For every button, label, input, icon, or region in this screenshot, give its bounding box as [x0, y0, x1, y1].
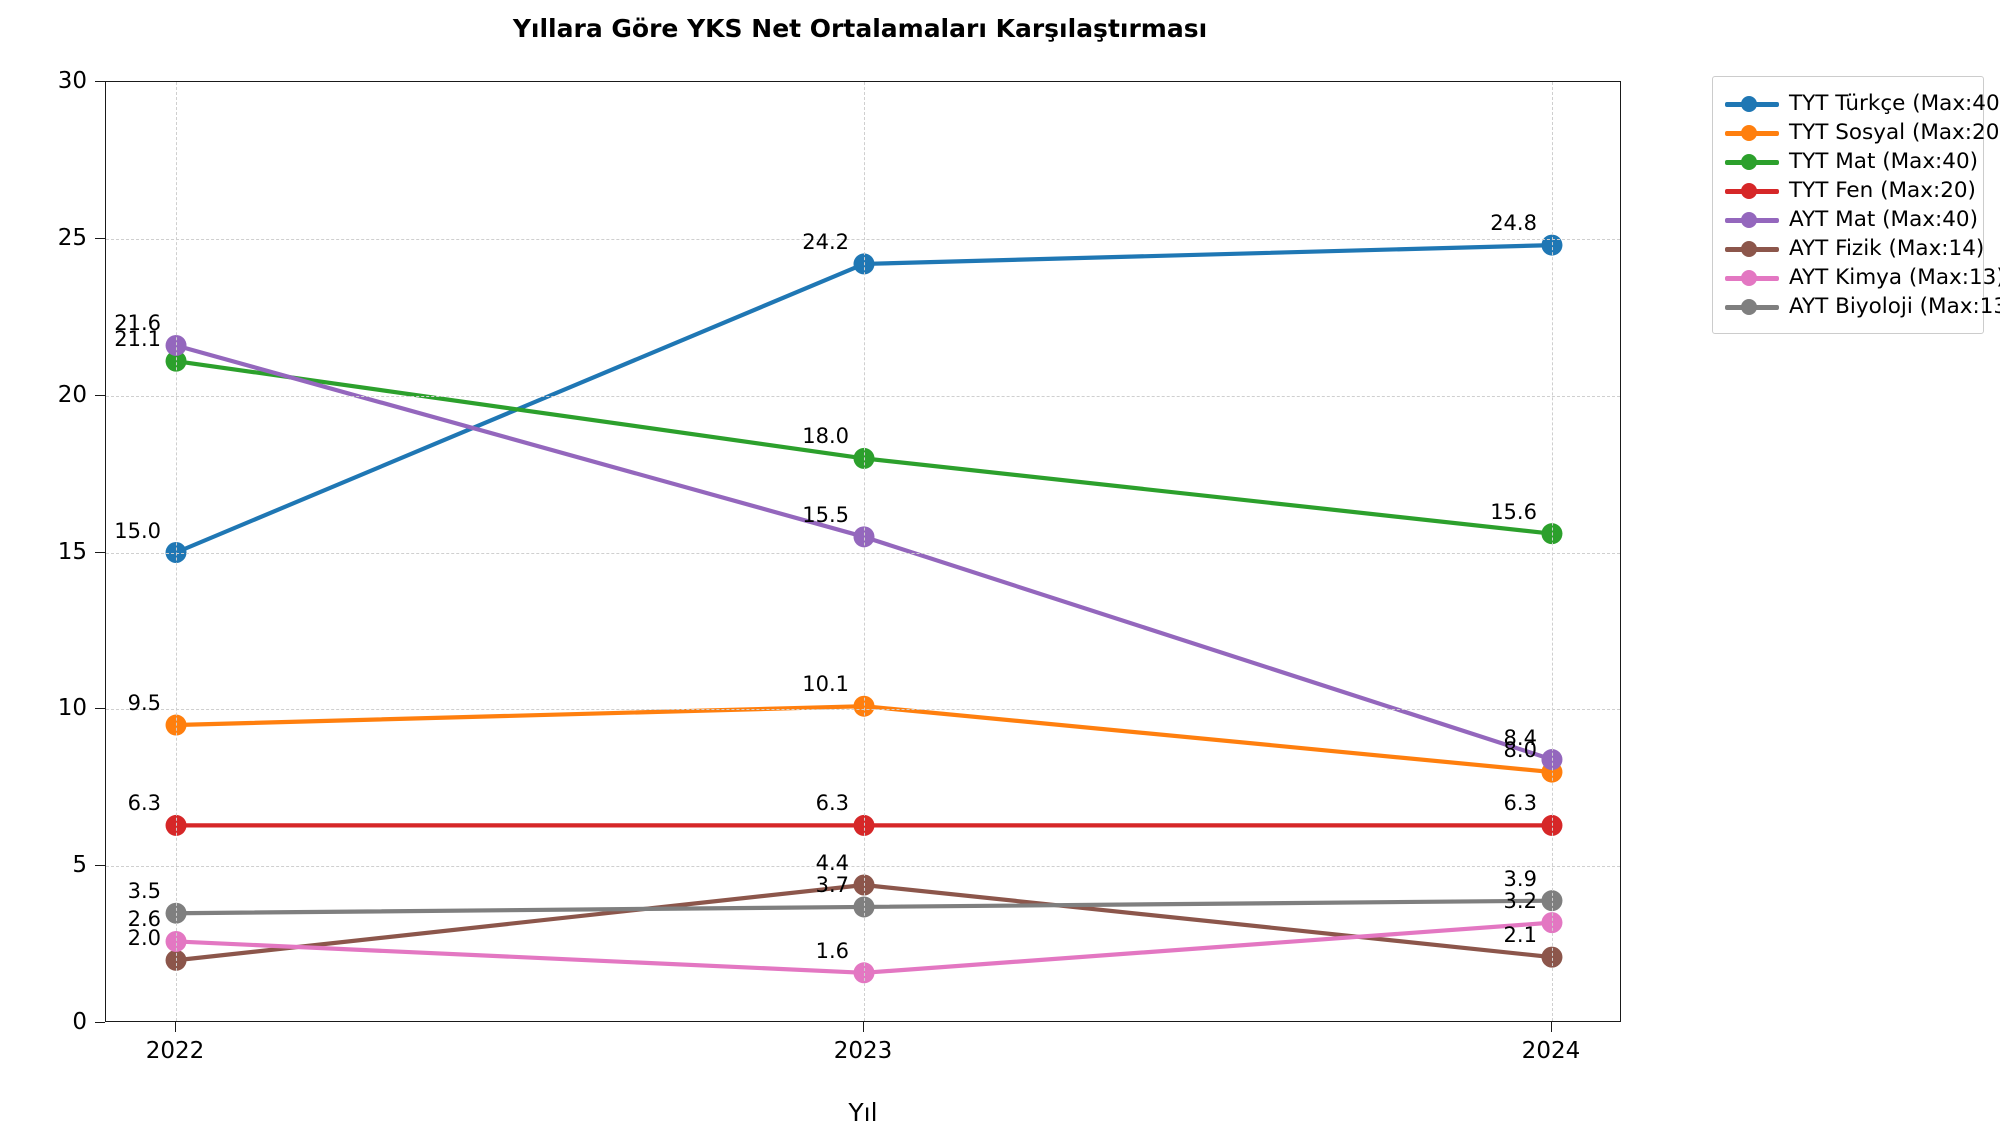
y-tick-mark — [95, 237, 105, 239]
y-tick-mark — [95, 1022, 105, 1023]
legend-swatch-icon — [1725, 267, 1779, 289]
legend-swatch-icon — [1725, 180, 1779, 202]
gridline-vertical — [176, 82, 178, 1021]
y-tick-mark — [95, 708, 105, 710]
legend-swatch-icon — [1725, 151, 1779, 173]
legend-item-label: TYT Mat (Max:40) — [1789, 149, 1979, 174]
data-point-label: 8.0 — [1503, 738, 1537, 763]
legend-item-0[interactable]: TYT Türkçe (Max:40) — [1725, 89, 2000, 118]
x-tick-label: 2024 — [1521, 1038, 1581, 1064]
data-point-label: 6.3 — [127, 791, 162, 816]
data-point-label: 6.3 — [815, 791, 849, 816]
x-tick-label: 2022 — [145, 1038, 205, 1064]
legend-item-label: TYT Sosyal (Max:20) — [1789, 120, 2000, 145]
y-tick-label: 5 — [72, 852, 87, 879]
data-point-label: 21.6 — [114, 311, 162, 336]
gridline-vertical — [864, 82, 865, 1021]
data-point-label: 1.6 — [815, 938, 849, 963]
x-axis-label: Yıl — [848, 1098, 878, 1127]
gridline-vertical — [1551, 82, 1553, 1021]
legend-item-5[interactable]: AYT Fizik (Max:14) — [1725, 234, 1984, 263]
legend-swatch-icon — [1725, 122, 1779, 144]
legend-item-6[interactable]: AYT Kimya (Max:13) — [1725, 263, 2000, 292]
legend-item-label: AYT Mat (Max:40) — [1789, 207, 1978, 232]
data-point-label: 24.2 — [802, 229, 849, 254]
y-axis-label: Ortalama Net — [0, 382, 1, 551]
data-point-label: 21.1 — [114, 327, 162, 352]
legend-item-3[interactable]: TYT Fen (Max:20) — [1725, 176, 1976, 205]
data-point-label: 10.1 — [802, 672, 849, 697]
data-point-label: 15.6 — [1490, 499, 1537, 524]
data-point-label: 8.4 — [1503, 725, 1537, 750]
data-point-label: 3.9 — [1503, 866, 1537, 891]
data-point-label: 3.2 — [1503, 888, 1537, 913]
y-tick-mark — [95, 865, 105, 867]
y-tick-label: 15 — [57, 538, 87, 565]
data-point-label: 4.4 — [815, 850, 849, 875]
legend-item-label: AYT Biyoloji (Max:13) — [1789, 294, 2000, 319]
plot-area — [105, 81, 1621, 1022]
data-point-label: 15.5 — [802, 502, 849, 527]
y-tick-mark — [95, 81, 105, 82]
y-tick-mark — [95, 551, 105, 553]
x-tick-label: 2023 — [833, 1038, 893, 1064]
gridline-horizontal — [106, 552, 1620, 554]
legend-item-label: AYT Kimya (Max:13) — [1789, 265, 2000, 290]
data-point-label: 18.0 — [802, 424, 849, 449]
data-point-label: 2.1 — [1503, 923, 1537, 948]
y-tick-mark — [95, 394, 105, 396]
legend-swatch-icon — [1725, 93, 1779, 115]
y-tick-label: 0 — [72, 1009, 87, 1035]
y-tick-label: 20 — [57, 381, 87, 408]
data-point-label: 2.0 — [127, 926, 162, 951]
gridline-horizontal — [106, 866, 1620, 868]
data-point-label: 3.5 — [127, 879, 162, 904]
legend-swatch-icon — [1725, 238, 1779, 260]
legend-item-1[interactable]: TYT Sosyal (Max:20) — [1725, 118, 2000, 147]
legend-item-label: TYT Türkçe (Max:40) — [1789, 91, 2000, 116]
data-point-label: 2.6 — [127, 907, 162, 932]
y-tick-label: 30 — [57, 68, 87, 94]
x-tick-mark — [175, 1022, 177, 1032]
legend-item-label: AYT Fizik (Max:14) — [1789, 236, 1985, 261]
legend-item-label: TYT Fen (Max:20) — [1789, 178, 1976, 203]
y-tick-label: 25 — [57, 224, 87, 251]
data-point-label: 9.5 — [127, 691, 162, 716]
gridline-horizontal — [106, 709, 1620, 711]
gridline-horizontal — [106, 238, 1620, 240]
page-title: Yıllara Göre YKS Net Ortalamaları Karşıl… — [512, 14, 1208, 43]
data-point-label: 24.8 — [1490, 211, 1537, 236]
data-point-label: 15.0 — [114, 518, 162, 543]
legend-item-7[interactable]: AYT Biyoloji (Max:13) — [1725, 292, 2000, 321]
legend-item-2[interactable]: TYT Mat (Max:40) — [1725, 147, 1978, 176]
legend-swatch-icon — [1725, 296, 1779, 318]
legend: TYT Türkçe (Max:40) TYT Sosyal (Max:20) TY… — [1712, 76, 2000, 334]
gridline-horizontal — [106, 395, 1620, 397]
legend-swatch-icon — [1725, 209, 1779, 231]
y-tick-label: 10 — [57, 695, 87, 722]
data-point-label: 6.3 — [1503, 791, 1537, 816]
x-tick-mark — [863, 1022, 864, 1032]
x-tick-mark — [1550, 1022, 1552, 1032]
legend-item-4[interactable]: AYT Mat (Max:40) — [1725, 205, 1978, 234]
data-point-label: 3.7 — [815, 872, 849, 897]
